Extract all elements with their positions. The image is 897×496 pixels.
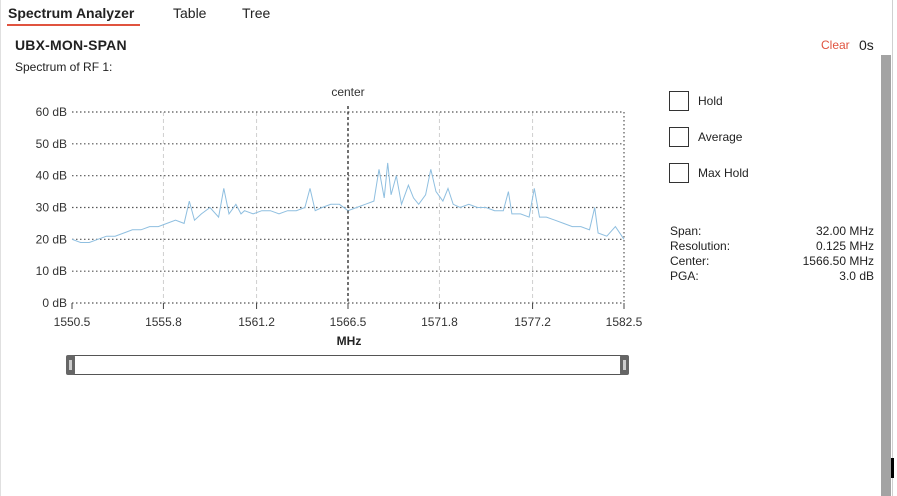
stat-resolution-value: 0.125 MHz [815, 239, 874, 253]
x-tick-label: 1550.5 [54, 315, 91, 329]
x-tick-label: 1561.2 [238, 315, 275, 329]
range-slider[interactable] [66, 354, 630, 376]
stat-resolution: Resolution: 0.125 MHz [670, 239, 874, 254]
scrollbar-marker [891, 458, 894, 478]
average-label: Average [698, 130, 743, 144]
range-slider-track[interactable] [70, 355, 625, 375]
spectrum-subtitle: Spectrum of RF 1: [15, 60, 113, 74]
x-tick-label: 1571.8 [421, 315, 458, 329]
stat-span: Span: 32.00 MHz [670, 224, 874, 239]
tab-tree[interactable]: Tree [242, 5, 271, 21]
y-tick-label: 40 dB [36, 169, 67, 183]
page-title: UBX-MON-SPAN [15, 37, 127, 53]
y-tick-label: 0 dB [42, 296, 67, 310]
stat-span-value: 32.00 MHz [815, 224, 874, 238]
range-slider-right-handle[interactable] [620, 355, 629, 375]
x-tick-label: 1577.2 [514, 315, 551, 329]
active-tab-indicator [7, 24, 140, 26]
spectrum-stats: Span: 32.00 MHz Resolution: 0.125 MHz Ce… [670, 224, 874, 284]
stat-center-value: 1566.50 MHz [802, 254, 874, 268]
hold-checkbox[interactable] [669, 91, 689, 111]
tab-table[interactable]: Table [173, 5, 207, 21]
y-tick-label: 30 dB [36, 201, 67, 215]
stat-pga-label: PGA: [670, 269, 699, 283]
y-tick-label: 20 dB [36, 232, 67, 246]
tab-bar: Spectrum Analyzer Table Tree [0, 0, 880, 28]
x-tick-label: 1582.5 [606, 315, 643, 329]
average-checkbox[interactable] [669, 127, 689, 147]
range-slider-left-handle[interactable] [66, 355, 75, 375]
stat-pga-value: 3.0 dB [839, 269, 874, 283]
y-tick-label: 10 dB [36, 264, 67, 278]
message-age: 0s [859, 37, 874, 53]
max-hold-checkbox[interactable] [669, 163, 689, 183]
clear-button[interactable]: Clear [821, 38, 850, 52]
vertical-scrollbar[interactable] [881, 55, 891, 496]
max-hold-label: Max Hold [698, 166, 749, 180]
center-marker-label: center [331, 85, 364, 99]
y-tick-label: 50 dB [36, 137, 67, 151]
stat-center: Center: 1566.50 MHz [670, 254, 874, 269]
x-tick-label: 1566.5 [330, 315, 367, 329]
spectrum-chart: 0 dB 10 dB 20 dB 30 dB 40 dB 50 dB 60 dB 1550.5… [36, 85, 643, 348]
stat-span-label: Span: [670, 224, 702, 238]
spectrum-line [71, 162, 625, 243]
stat-resolution-label: Resolution: [670, 239, 731, 253]
x-tick-label: 1555.8 [145, 315, 182, 329]
y-tick-label: 60 dB [36, 105, 67, 119]
tab-spectrum-analyzer[interactable]: Spectrum Analyzer [8, 5, 135, 21]
hold-label: Hold [698, 94, 723, 108]
stat-pga: PGA: 3.0 dB [670, 269, 874, 284]
x-axis-label: MHz [337, 334, 362, 348]
stat-center-label: Center: [670, 254, 710, 268]
